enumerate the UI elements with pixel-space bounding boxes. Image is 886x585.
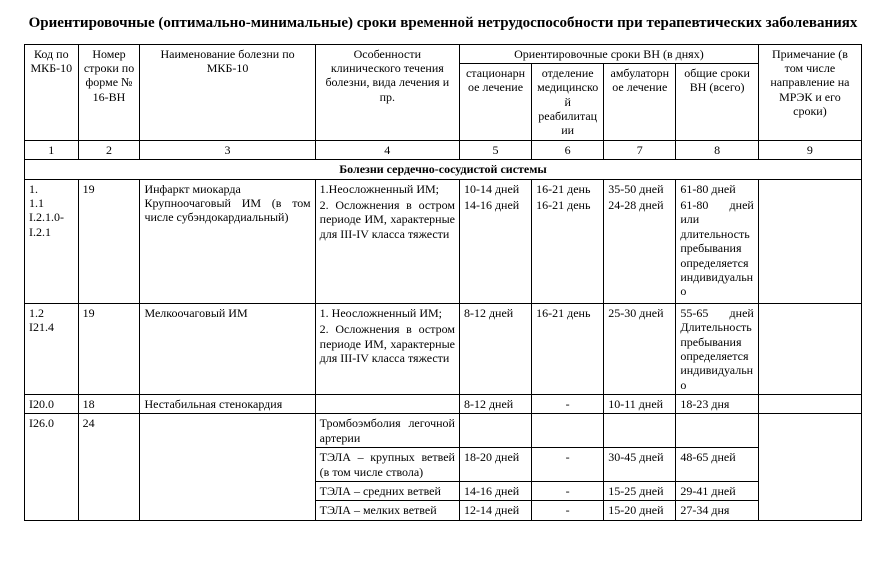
cell-name	[140, 414, 315, 520]
cell-rehab: -	[532, 448, 604, 482]
table-row: 1. 1.1 I.2.1.0-I.2.1 19 Инфаркт миокарда…	[25, 179, 862, 303]
cell-name: Мелкоочаговый ИМ	[140, 303, 315, 394]
col-form: Номер строки по форме № 16-ВН	[78, 44, 140, 140]
cell-total: 27-34 дня	[676, 501, 758, 520]
header-row-numbers: 1 2 3 4 5 6 7 8 9	[25, 140, 862, 159]
num-8: 8	[676, 140, 758, 159]
cell-ambulatory: 15-20 дней	[604, 501, 676, 520]
cell-stationary: 18-20 дней	[459, 448, 531, 482]
val: 61-80 дней	[680, 182, 753, 196]
feat-line: 1.Неосложненный ИМ;	[320, 182, 455, 196]
col-name: Наименование болезни по МКБ-10	[140, 44, 315, 140]
cell-stationary: 14-16 дней	[459, 482, 531, 501]
cell-feat: ТЭЛА – мелких ветвей	[315, 501, 459, 520]
feat-line: 2. Осложнения в остром периоде ИМ, харак…	[320, 198, 455, 241]
disability-terms-table: Код по МКБ-10 Номер строки по форме № 16…	[24, 44, 862, 521]
num-5: 5	[459, 140, 531, 159]
num-3: 3	[140, 140, 315, 159]
cell-rehab	[532, 414, 604, 448]
table-row: 1.2 I21.4 19 Мелкоочаговый ИМ 1. Неослож…	[25, 303, 862, 394]
cell-name: Нестабильная стенокардия	[140, 395, 315, 414]
cell-form: 19	[78, 303, 140, 394]
val: 61-80 дней или длительность пребывания о…	[680, 198, 753, 299]
val: 24-28 дней	[608, 198, 671, 212]
cell-stationary: 8-12 дней	[459, 395, 531, 414]
cell-feat	[315, 395, 459, 414]
cell-code: I26.0	[25, 414, 79, 520]
cell-rehab: -	[532, 482, 604, 501]
section-heading: Болезни сердечно-сосудистой системы	[25, 160, 862, 179]
cell-name: Инфаркт миокарда Крупноочаговый ИМ (в то…	[140, 179, 315, 303]
col-feat: Особенности клинического течения болезни…	[315, 44, 459, 140]
cell-rehab: 16-21 день 16-21 день	[532, 179, 604, 303]
val: 16-21 день	[536, 182, 599, 196]
cell-total: 18-23 дня	[676, 395, 758, 414]
cell-code: I20.0	[25, 395, 79, 414]
cell-feat: ТЭЛА – крупных ветвей (в том числе ствол…	[315, 448, 459, 482]
cell-stationary: 8-12 дней	[459, 303, 531, 394]
cell-stationary: 10-14 дней 14-16 дней	[459, 179, 531, 303]
cell-form: 18	[78, 395, 140, 414]
cell-form: 19	[78, 179, 140, 303]
feat-line: 2. Осложнения в остром периоде ИМ, харак…	[320, 322, 455, 365]
num-4: 4	[315, 140, 459, 159]
feat-line: 1. Неосложненный ИМ;	[320, 306, 455, 320]
cell-note	[758, 395, 861, 414]
cell-rehab: -	[532, 501, 604, 520]
cell-total: 55-65 дней Длительность пребывания опред…	[676, 303, 758, 394]
cell-rehab: -	[532, 395, 604, 414]
cell-total: 48-65 дней	[676, 448, 758, 482]
cell-ambulatory: 30-45 дней	[604, 448, 676, 482]
col-stationary: стационарное лечение	[459, 63, 531, 140]
cell-stationary: 12-14 дней	[459, 501, 531, 520]
col-code: Код по МКБ-10	[25, 44, 79, 140]
num-9: 9	[758, 140, 861, 159]
cell-rehab: 16-21 день	[532, 303, 604, 394]
cell-note	[758, 414, 861, 520]
cell-ambulatory: 35-50 дней 24-28 дней	[604, 179, 676, 303]
cell-ambulatory	[604, 414, 676, 448]
cell-total	[676, 414, 758, 448]
header-row-1: Код по МКБ-10 Номер строки по форме № 16…	[25, 44, 862, 63]
section-row: Болезни сердечно-сосудистой системы	[25, 160, 862, 179]
cell-feat: ТЭЛА – средних ветвей	[315, 482, 459, 501]
num-2: 2	[78, 140, 140, 159]
num-6: 6	[532, 140, 604, 159]
cell-code: 1.2 I21.4	[25, 303, 79, 394]
cell-note	[758, 303, 861, 394]
col-ambulatory: амбулаторное лечение	[604, 63, 676, 140]
cell-ambulatory: 10-11 дней	[604, 395, 676, 414]
cell-feat: Тромбоэмболия легочной артерии	[315, 414, 459, 448]
col-note: Примечание (в том числе направление на М…	[758, 44, 861, 140]
cell-code: 1. 1.1 I.2.1.0-I.2.1	[25, 179, 79, 303]
cell-total: 61-80 дней 61-80 дней или длительность п…	[676, 179, 758, 303]
col-total: общие сроки ВН (всего)	[676, 63, 758, 140]
cell-feat: 1.Неосложненный ИМ; 2. Осложнения в остр…	[315, 179, 459, 303]
cell-form: 24	[78, 414, 140, 520]
val: 35-50 дней	[608, 182, 671, 196]
col-rehab: отделение медицинской реабилитации	[532, 63, 604, 140]
col-terms-group: Ориентировочные сроки ВН (в днях)	[459, 44, 758, 63]
val: 16-21 день	[536, 198, 599, 212]
val: 10-14 дней	[464, 182, 527, 196]
cell-stationary	[459, 414, 531, 448]
num-1: 1	[25, 140, 79, 159]
cell-total: 29-41 дней	[676, 482, 758, 501]
page-title: Ориентировочные (оптимально-минимальные)…	[24, 14, 862, 34]
cell-ambulatory: 15-25 дней	[604, 482, 676, 501]
val: 14-16 дней	[464, 198, 527, 212]
cell-ambulatory: 25-30 дней	[604, 303, 676, 394]
table-row: I20.0 18 Нестабильная стенокардия 8-12 д…	[25, 395, 862, 414]
cell-feat: 1. Неосложненный ИМ; 2. Осложнения в ост…	[315, 303, 459, 394]
table-row: I26.0 24 Тромбоэмболия легочной артерии	[25, 414, 862, 448]
num-7: 7	[604, 140, 676, 159]
cell-note	[758, 179, 861, 303]
